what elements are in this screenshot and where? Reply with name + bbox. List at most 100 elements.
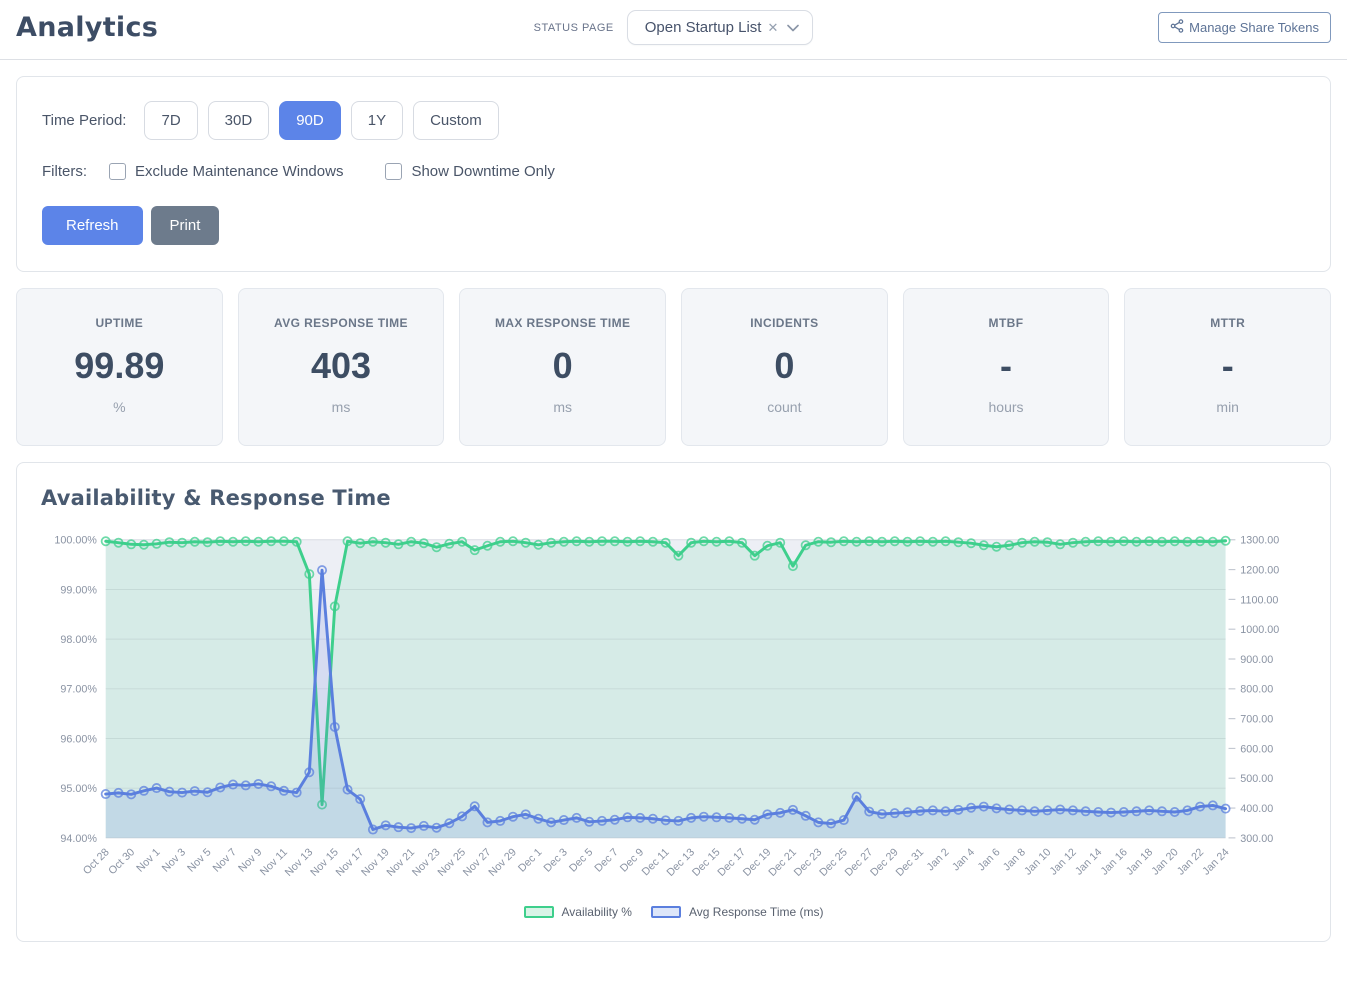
status-page-dropdown[interactable]: Open Startup List ✕ [626, 10, 814, 45]
svg-text:Jan 24: Jan 24 [1200, 846, 1231, 877]
svg-text:99.00%: 99.00% [60, 584, 97, 596]
chart-panel: Availability & Response Time 100.00% 99.0… [16, 462, 1331, 942]
time-period-button-30d[interactable]: 30D [207, 101, 270, 140]
svg-text:Jan 18: Jan 18 [1124, 846, 1155, 877]
status-page-value: Open Startup List [644, 19, 762, 36]
svg-text:500.00: 500.00 [1240, 773, 1273, 785]
stat-value: - [1000, 345, 1013, 386]
svg-text:800.00: 800.00 [1240, 684, 1273, 696]
time-period-label: Time Period: [42, 112, 127, 129]
svg-text:96.00%: 96.00% [60, 733, 97, 745]
status-page-label: STATUS PAGE [533, 21, 614, 34]
legend-swatch [523, 905, 554, 918]
availability-response-chart: 100.00% 99.00% 98.00% 97.00% 96.00% 95.00% 94.… [54, 535, 1279, 879]
stat-label: MTBF [988, 316, 1024, 330]
svg-text:600.00: 600.00 [1240, 743, 1273, 755]
actions-row: Refresh Print [42, 206, 1305, 245]
svg-text:Jan 6: Jan 6 [975, 846, 1002, 873]
exclude-maintenance-checkbox-group: Exclude Maintenance Windows [109, 163, 343, 180]
svg-text:98.00%: 98.00% [60, 634, 97, 646]
svg-text:97.00%: 97.00% [60, 684, 97, 696]
svg-text:Jan 2: Jan 2 [925, 846, 952, 873]
stat-value: - [1221, 345, 1234, 386]
svg-text:1200.00: 1200.00 [1240, 565, 1279, 577]
stat-card-max-response: MAX RESPONSE TIME 0 ms [459, 288, 667, 446]
time-period-button-90d[interactable]: 90D [279, 101, 341, 140]
stat-card-mtbf: MTBF - hours [902, 288, 1110, 446]
refresh-button[interactable]: Refresh [42, 206, 143, 245]
time-period-button-1y[interactable]: 1Y [350, 101, 404, 140]
share-icon [1170, 19, 1184, 36]
svg-text:Jan 12: Jan 12 [1048, 846, 1079, 877]
svg-text:Nov 29: Nov 29 [486, 846, 519, 879]
svg-text:95.00%: 95.00% [60, 783, 97, 795]
svg-text:Nov 5: Nov 5 [185, 846, 213, 874]
stat-value: 403 [310, 345, 372, 386]
svg-text:100.00%: 100.00% [54, 535, 97, 547]
chart-title: Availability & Response Time [41, 486, 391, 510]
svg-text:900.00: 900.00 [1240, 654, 1273, 666]
exclude-maintenance-checkbox[interactable] [109, 163, 126, 180]
svg-text:Dec 1: Dec 1 [516, 846, 544, 874]
print-button[interactable]: Print [150, 206, 220, 245]
stat-label: INCIDENTS [750, 316, 819, 330]
legend-item: Avg Response Time (ms) [650, 904, 824, 919]
svg-text:Dec 3: Dec 3 [542, 846, 570, 874]
svg-text:Jan 16: Jan 16 [1098, 846, 1129, 877]
filters-label: Filters: [42, 163, 87, 180]
svg-text:Jan 4: Jan 4 [950, 846, 977, 873]
stats-row: UPTIME 99.89 % AVG RESPONSE TIME 403 ms … [16, 288, 1332, 446]
stat-card-incidents: INCIDENTS 0 count [681, 288, 888, 446]
stat-unit: hours [988, 399, 1024, 415]
svg-text:Dec 31: Dec 31 [894, 846, 927, 879]
svg-text:Nov 7: Nov 7 [211, 846, 239, 874]
svg-text:Jan 20: Jan 20 [1149, 846, 1180, 877]
stat-unit: % [113, 399, 126, 415]
show-downtime-checkbox[interactable] [385, 163, 403, 180]
svg-text:Oct 30: Oct 30 [106, 846, 137, 877]
svg-text:Nov 3: Nov 3 [160, 846, 188, 874]
filter-panel: Time Period: 7D 30D 90D 1Y Custom Filter… [16, 76, 1331, 272]
svg-text:Oct 28: Oct 28 [81, 846, 112, 877]
legend-label: Avg Response Time (ms) [688, 904, 824, 919]
svg-text:Jan 14: Jan 14 [1073, 846, 1104, 877]
svg-text:Jan 10: Jan 10 [1022, 846, 1053, 877]
manage-share-tokens-label: Manage Share Tokens [1189, 20, 1319, 35]
stat-unit: min [1216, 399, 1239, 415]
svg-text:1300.00: 1300.00 [1240, 535, 1279, 547]
svg-text:300.00: 300.00 [1240, 833, 1273, 845]
chevron-down-icon[interactable] [787, 24, 800, 32]
svg-text:1100.00: 1100.00 [1240, 594, 1278, 606]
svg-text:Jan 22: Jan 22 [1175, 846, 1206, 877]
stat-card-avg-response: AVG RESPONSE TIME 403 ms [237, 288, 445, 446]
svg-text:400.00: 400.00 [1240, 803, 1273, 815]
svg-text:1000.00: 1000.00 [1240, 624, 1279, 636]
svg-text:94.00%: 94.00% [60, 833, 97, 845]
show-downtime-label: Show Downtime Only [411, 163, 555, 180]
stat-label: AVG RESPONSE TIME [274, 316, 408, 330]
manage-share-tokens-button[interactable]: Manage Share Tokens [1158, 12, 1331, 43]
svg-text:Nov 1: Nov 1 [134, 846, 162, 874]
chart-legend: Availability % Avg Response Time (ms) [41, 903, 1306, 927]
stat-unit: ms [553, 399, 573, 415]
stat-label: MAX RESPONSE TIME [494, 316, 631, 330]
time-period-button-7d[interactable]: 7D [144, 101, 198, 140]
svg-text:Dec 5: Dec 5 [567, 846, 595, 874]
stat-value: 99.89 [74, 345, 165, 386]
legend-label: Availability % [561, 904, 632, 919]
page-title: Analytics [16, 12, 159, 43]
legend-item: Availability % [523, 904, 632, 919]
svg-text:700.00: 700.00 [1240, 714, 1273, 726]
status-page-selector: STATUS PAGE Open Startup List ✕ [534, 10, 814, 45]
show-downtime-checkbox-group: Show Downtime Only [385, 163, 555, 180]
stat-unit: count [767, 399, 802, 415]
stat-label: UPTIME [95, 316, 144, 330]
svg-text:Dec 7: Dec 7 [592, 846, 620, 874]
time-period-row: Time Period: 7D 30D 90D 1Y Custom [42, 101, 1305, 140]
stat-card-uptime: UPTIME 99.89 % [16, 288, 223, 446]
clear-selection-icon[interactable]: ✕ [767, 20, 779, 35]
time-period-button-custom[interactable]: Custom [413, 101, 499, 140]
stat-card-mttr: MTTR - min [1124, 288, 1332, 446]
filters-row: Filters: Exclude Maintenance Windows Sho… [42, 163, 1305, 180]
stat-value: 0 [774, 345, 795, 386]
